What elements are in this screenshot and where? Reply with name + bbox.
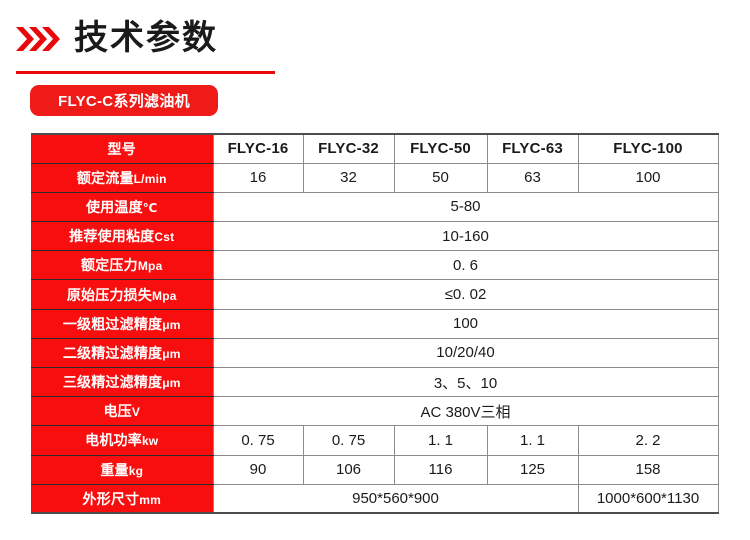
row-label-main: 推荐使用粘度 [69, 228, 155, 245]
value-cell: 158 [577, 454, 718, 485]
value-cell: 2. 2 [577, 425, 718, 456]
value-cell: 32 [302, 162, 394, 193]
row-label: 三级精过滤精度μm [31, 366, 213, 398]
row-label: 额定压力Mpa [31, 250, 213, 281]
table-row: 型号 FLYC-16 FLYC-32 FLYC-50 FLYC-63 FLYC-100 [31, 133, 718, 164]
table-row: 二级精过滤精度μm 10/20/40 [31, 337, 718, 369]
model-header-cell: FLYC-32 [302, 133, 394, 164]
page-title: 技术参数 [74, 19, 218, 57]
table-row: 原始压力损失Mpa ≤0. 02 [31, 279, 718, 310]
row-label-unit: Mpa [137, 259, 163, 274]
row-label-main: 电压 [103, 403, 132, 420]
row-label: 外形尺寸mm [31, 483, 213, 514]
value-cell-merged: 3、5、10 [212, 366, 718, 398]
model-header-cell: FLYC-16 [212, 133, 303, 164]
value-cell-merged: AC 380V三相 [212, 396, 718, 427]
row-label-main: 一级粗过滤精度 [62, 315, 163, 332]
row-label-unit: μm [162, 376, 181, 391]
model-header-cell: FLYC-100 [577, 133, 718, 164]
row-label: 电机功率kw [31, 425, 213, 456]
row-label-unit: μm [162, 346, 181, 361]
row-label: 额定流量L/min [31, 162, 213, 193]
row-label: 一级粗过滤精度μm [31, 308, 213, 339]
value-cell-merged: 10-160 [212, 221, 718, 252]
row-label: 电压V [31, 396, 213, 427]
value-cell: 90 [212, 454, 303, 485]
section-badge: FLYC-C系列滤油机 [30, 85, 218, 116]
value-cell: 0. 75 [212, 425, 303, 456]
row-label-main: 额定流量 [76, 169, 134, 186]
table-row: 电压V AC 380V三相 [31, 396, 718, 427]
value-cell-merged: 5-80 [212, 191, 718, 223]
spec-table: 型号 FLYC-16 FLYC-32 FLYC-50 FLYC-63 FLYC-100 额定… [31, 133, 719, 515]
table-row: 额定压力Mpa 0. 6 [31, 250, 718, 281]
row-label-unit: μm [162, 317, 181, 332]
value-cell-merged: 10/20/40 [212, 337, 718, 369]
model-header-cell: FLYC-50 [393, 133, 487, 164]
value-cell: 1. 1 [393, 425, 487, 456]
row-label: 二级精过滤精度μm [31, 337, 213, 369]
row-label: 原始压力损失Mpa [31, 279, 213, 310]
row-label-main: 原始压力损失 [66, 286, 153, 303]
value-cell-merged: 100 [212, 308, 718, 339]
title-underline [16, 71, 275, 74]
table-row: 使用温度℃ 5-80 [31, 191, 718, 223]
value-cell: 50 [393, 162, 487, 193]
row-label-main: 外形尺寸 [82, 490, 140, 507]
row-label-unit: kg [128, 463, 144, 478]
value-cell-merged: 0. 6 [212, 250, 718, 281]
row-label-main: 电机功率 [85, 432, 142, 449]
row-label-main: 三级精过滤精度 [62, 374, 163, 391]
page-header: 技术参数 [16, 12, 716, 74]
value-cell: 63 [486, 162, 578, 193]
title-row: 技术参数 [16, 12, 716, 56]
row-label-unit: V [131, 405, 141, 420]
value-cell-merged-left: 950*560*900 [212, 483, 578, 514]
row-label-unit: Cst [154, 230, 175, 245]
table-row: 推荐使用粘度Cst 10-160 [31, 221, 718, 252]
value-cell-merged: ≤0. 02 [212, 279, 718, 310]
row-label-unit: Mpa [152, 288, 177, 303]
row-label: 推荐使用粘度Cst [31, 221, 213, 252]
row-label: 使用温度℃ [31, 191, 213, 223]
row-label: 重量kg [31, 454, 213, 485]
row-label-unit: kw [141, 434, 159, 449]
table-row: 额定流量L/min 16 32 50 63 100 [31, 162, 718, 193]
value-cell: 116 [393, 454, 487, 485]
value-cell: 1. 1 [486, 425, 578, 456]
row-label-unit: mm [139, 492, 162, 507]
row-label: 型号 [31, 133, 213, 164]
value-cell: 100 [577, 162, 718, 193]
table-row: 一级粗过滤精度μm 100 [31, 308, 718, 339]
value-cell: 125 [486, 454, 578, 485]
value-cell: 106 [302, 454, 394, 485]
triple-chevron-right-icon [16, 27, 60, 51]
table-row: 外形尺寸mm 950*560*900 1000*600*1130 [31, 483, 718, 514]
row-label-unit: ℃ [142, 200, 158, 215]
row-label-main: 二级精过滤精度 [62, 344, 163, 361]
value-cell: 16 [212, 162, 303, 193]
row-label-main: 重量 [100, 461, 129, 478]
section-badge-label: FLYC-C系列滤油机 [58, 93, 190, 110]
model-header-cell: FLYC-63 [486, 133, 578, 164]
value-cell-merged-right: 1000*600*1130 [577, 483, 718, 514]
table-row: 三级精过滤精度μm 3、5、10 [31, 366, 718, 398]
table-row: 重量kg 90 106 116 125 158 [31, 454, 718, 485]
row-label-main: 使用温度 [85, 198, 143, 215]
row-label-main: 额定压力 [81, 257, 138, 274]
table-row: 电机功率kw 0. 75 0. 75 1. 1 1. 1 2. 2 [31, 425, 718, 456]
value-cell: 0. 75 [302, 425, 394, 456]
spec-table-container: 型号 FLYC-16 FLYC-32 FLYC-50 FLYC-63 FLYC-100 额定… [31, 133, 719, 515]
row-label-unit: L/min [133, 171, 167, 186]
